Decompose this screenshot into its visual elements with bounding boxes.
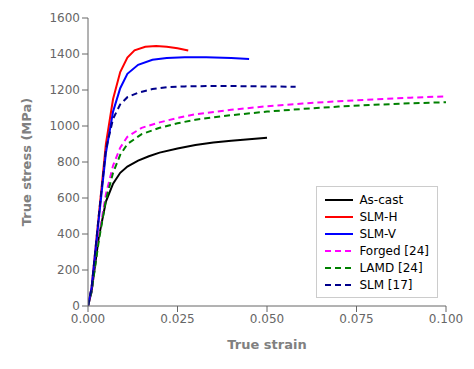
html-text:SLM [17]: SLM [17] (359, 277, 413, 292)
svg-text:True stress (MPa): True stress (MPa) (19, 98, 34, 226)
html-text:As-cast: As-cast (359, 192, 404, 207)
svg-text:600: 600 (57, 191, 80, 205)
svg-text:0.025: 0.025 (160, 312, 194, 326)
svg-text:400: 400 (57, 227, 80, 241)
svg-text:0: 0 (72, 299, 80, 313)
svg-text:0.000: 0.000 (71, 312, 105, 326)
html-text:LAMD [24]: LAMD [24] (359, 260, 423, 275)
html-text:SLM-V: SLM-V (359, 226, 396, 241)
svg-text:0.075: 0.075 (339, 312, 373, 326)
svg-text:1600: 1600 (49, 11, 80, 25)
svg-text:800: 800 (57, 155, 80, 169)
svg-text:0.100: 0.100 (429, 312, 463, 326)
html-text:SLM-H: SLM-H (359, 209, 398, 224)
svg-text:1000: 1000 (49, 119, 80, 133)
html-text:Forged [24]: Forged [24] (359, 243, 429, 258)
svg-text:200: 200 (57, 263, 80, 277)
svg-text:1200: 1200 (49, 83, 80, 97)
svg-text:True strain: True strain (227, 337, 306, 352)
svg-text:0.050: 0.050 (250, 312, 284, 326)
svg-text:1400: 1400 (49, 47, 80, 61)
